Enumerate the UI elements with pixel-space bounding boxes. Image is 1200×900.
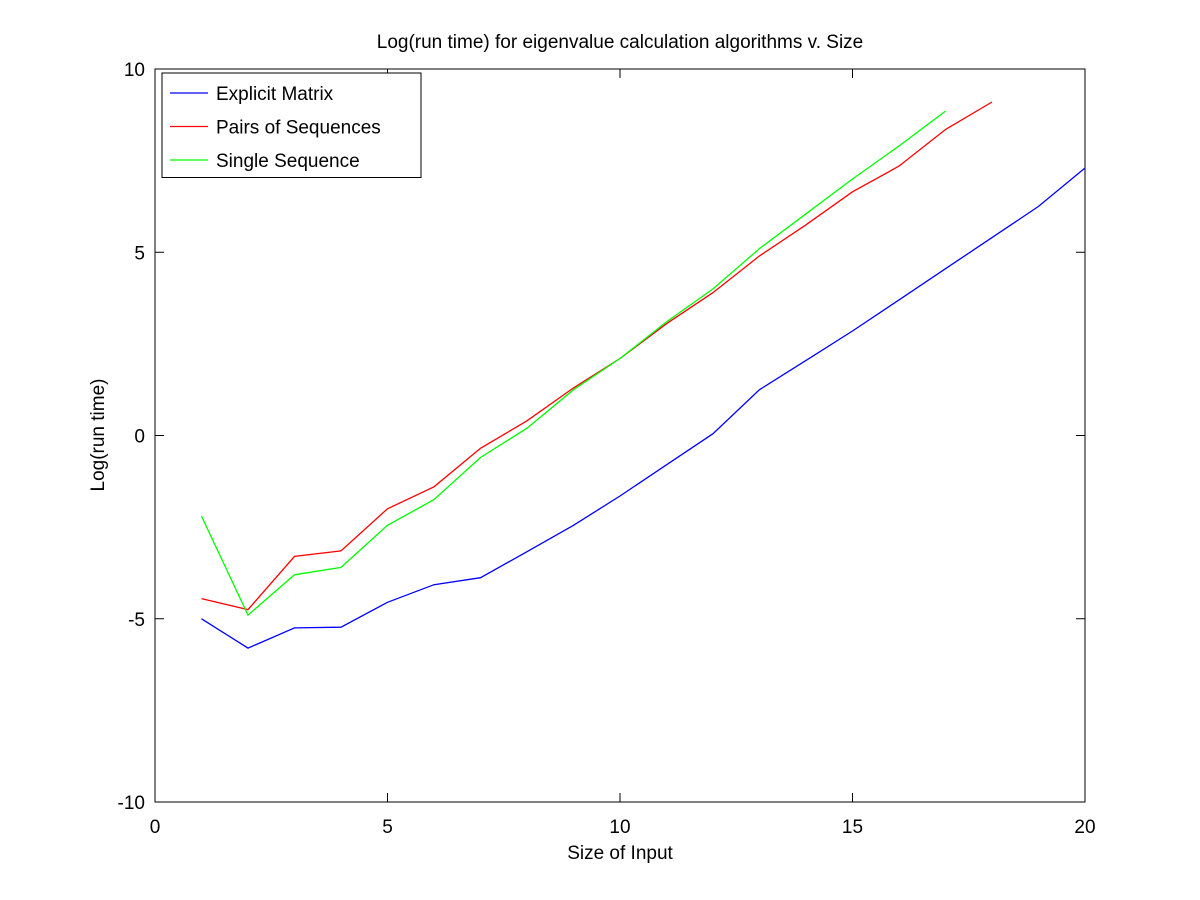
y-tick-label: -5	[128, 610, 145, 631]
x-tick-label: 10	[609, 817, 630, 838]
x-tick-label: 20	[1074, 817, 1095, 838]
x-tick-label: 5	[382, 817, 393, 838]
y-axis-label: Log(run time)	[88, 379, 109, 492]
series-line-single-sequence	[200, 110, 946, 617]
y-tick-label: 10	[124, 60, 145, 81]
x-tick-label: 0	[150, 817, 161, 838]
series-line-explicit-matrix	[201, 167, 1086, 649]
y-tick-label: -10	[118, 793, 145, 814]
y-tick-label: 5	[134, 243, 145, 264]
legend-label: Pairs of Sequences	[216, 118, 381, 139]
x-tick-label: 15	[842, 817, 863, 838]
plot-area: 0 5 10 15 20 -10 -5 0 5 10	[118, 60, 1096, 838]
chart-title: Log(run time) for eigenvalue calculation…	[377, 32, 864, 53]
legend: Explicit Matrix Pairs of Sequences Single …	[161, 72, 422, 178]
x-axis-label: Size of Input	[567, 843, 673, 864]
y-tick-label: 0	[134, 427, 145, 448]
legend-label: Single Sequence	[216, 151, 360, 172]
plot-frame	[154, 68, 1086, 803]
series-line-pairs-of-sequences	[201, 101, 993, 611]
legend-label: Explicit Matrix	[216, 84, 334, 105]
